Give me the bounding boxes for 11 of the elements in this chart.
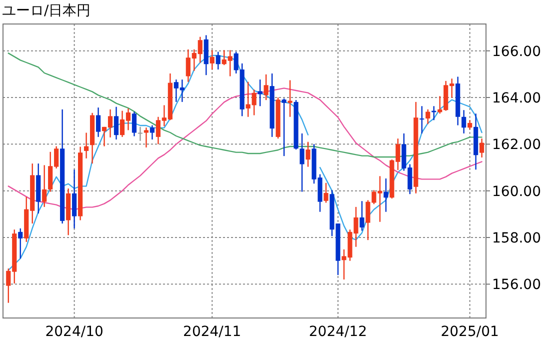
chart-title: ユーロ/日本円 [2,3,91,19]
x-tick-label: 2024/11 [183,324,242,340]
x-tick-label: 2024/12 [308,324,368,340]
y-tick-label: 162.00 [492,137,541,154]
y-tick-label: 164.00 [492,90,541,106]
y-tick-label: 160.00 [492,184,541,200]
y-tick-label: 156.00 [492,277,541,294]
y-tick-label: 166.00 [492,44,541,60]
x-tick-label: 2025/01 [440,324,499,340]
x-tick-label: 2024/10 [45,324,104,340]
y-tick-label: 158.00 [492,230,541,246]
